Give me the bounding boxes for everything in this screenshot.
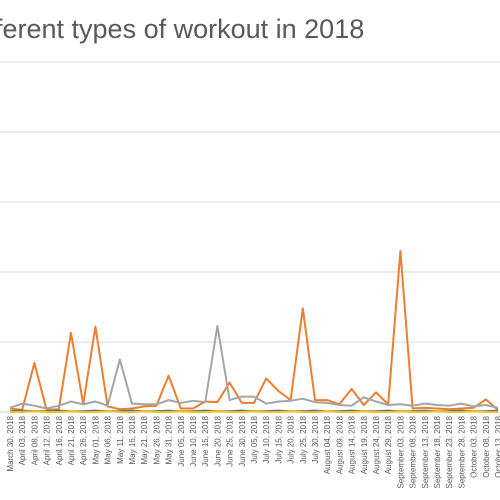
x-tick-label: October 08, 2018 xyxy=(482,415,491,477)
x-tick-label: July 25, 2018 xyxy=(299,415,308,463)
x-tick-label: June 25, 2018 xyxy=(226,415,235,466)
x-tick-label: August 04, 2018 xyxy=(323,415,332,474)
x-tick-label: May 21, 2018 xyxy=(140,415,149,464)
x-tick-label: June 15, 2018 xyxy=(201,415,210,466)
x-tick-label: April 21, 2018 xyxy=(67,415,76,465)
x-tick-label: May 06, 2018 xyxy=(104,415,113,464)
chart-title: ferent types of workout in 2018 xyxy=(0,14,365,44)
x-tick-label: May 01, 2018 xyxy=(91,415,100,464)
x-tick-label: September 03, 2018 xyxy=(396,415,405,488)
x-tick-label: June 20, 2018 xyxy=(213,415,222,466)
x-tick-label: March 30, 2018 xyxy=(6,415,15,471)
x-tick-label: October 13, 2018 xyxy=(494,415,500,477)
series-line-4 xyxy=(10,410,498,413)
x-tick-label: July 20, 2018 xyxy=(287,415,296,463)
x-tick-label: May 16, 2018 xyxy=(128,415,137,464)
x-tick-label: September 18, 2018 xyxy=(433,415,442,488)
x-tick-label: July 15, 2018 xyxy=(274,415,283,463)
x-tick-label: June 10, 2018 xyxy=(189,415,198,466)
series-lines xyxy=(9,250,499,413)
x-tick-label: April 08, 2018 xyxy=(30,415,39,465)
x-tick-label: May 11, 2018 xyxy=(116,415,125,463)
x-tick-label: August 09, 2018 xyxy=(335,415,344,474)
x-tick-label: August 29, 2018 xyxy=(384,415,393,474)
x-tick-label: April 03, 2018 xyxy=(18,415,27,465)
x-tick-label: May 26, 2018 xyxy=(152,415,161,464)
x-tick-label: April 26, 2018 xyxy=(79,415,88,465)
x-tick-label: August 19, 2018 xyxy=(360,415,369,474)
x-tick-label: July 10, 2018 xyxy=(262,415,271,463)
x-axis-tick-labels: March 30, 2018 April 03, 2018 April 08, 20… xyxy=(6,415,500,488)
x-tick-label: August 24, 2018 xyxy=(372,415,381,474)
x-tick-label: June 30, 2018 xyxy=(238,415,247,466)
x-tick-label: July 30, 2018 xyxy=(311,415,320,463)
series-line-1 xyxy=(9,250,499,411)
x-tick-label: April 12, 2018 xyxy=(43,415,52,465)
x-tick-label: September 13, 2018 xyxy=(421,415,430,488)
x-tick-label: June 05, 2018 xyxy=(177,415,186,466)
x-tick-label: October 03, 2018 xyxy=(470,415,479,477)
x-tick-label: September 23, 2018 xyxy=(445,415,454,488)
series-line-2 xyxy=(9,324,499,410)
x-tick-label: August 14, 2018 xyxy=(348,415,357,474)
x-tick-label: September 08, 2018 xyxy=(409,415,418,488)
x-tick-label: April 16, 2018 xyxy=(55,415,64,465)
x-tick-label: July 05, 2018 xyxy=(250,415,259,463)
x-tick-label: September 28, 2018 xyxy=(457,415,466,488)
x-tick-label: May 31, 2018 xyxy=(165,415,174,464)
